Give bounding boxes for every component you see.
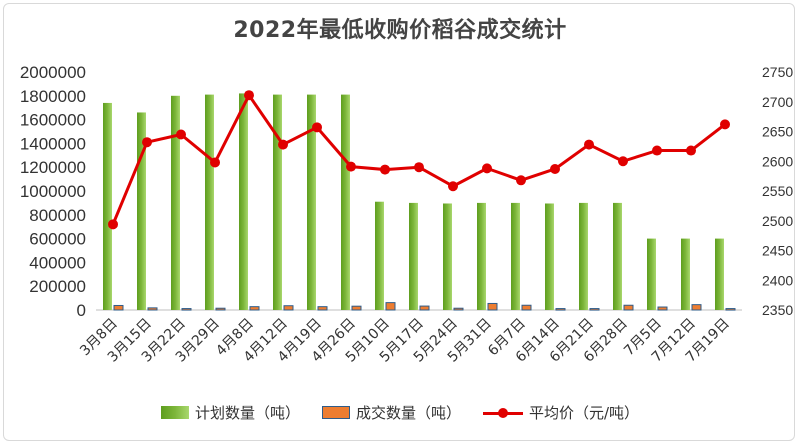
y-left-tick-label: 200000 — [29, 277, 86, 296]
bar-deal — [283, 305, 294, 311]
bar-plan — [579, 202, 588, 310]
legend-item-price: 平均价（元/吨） — [482, 402, 640, 423]
y-left-tick-label: 1400000 — [20, 134, 86, 153]
bar-deal — [691, 304, 702, 311]
price-point — [618, 156, 628, 167]
y-left-tick-label: 2000000 — [20, 63, 86, 82]
y-left-tick-label: 1200000 — [20, 158, 86, 177]
price-point — [346, 161, 356, 172]
bar-plan — [715, 238, 724, 310]
price-point — [584, 139, 594, 150]
y-left-tick-label: 1600000 — [20, 111, 86, 130]
bar-plan — [511, 202, 520, 310]
y-right-tick-label: 2400 — [762, 272, 793, 288]
price-point — [414, 162, 424, 173]
bar-deal — [385, 302, 396, 311]
y-left-tick-label: 400000 — [29, 253, 86, 272]
price-point — [312, 122, 322, 133]
legend-swatch-deal — [321, 406, 350, 419]
bar-plan — [375, 201, 384, 310]
line-series — [108, 90, 730, 230]
y-right-tick-label: 2700 — [762, 94, 793, 110]
y-left-tick-label: 600000 — [29, 230, 86, 249]
bar-deal — [215, 307, 226, 311]
legend-label-price: 平均价（元/吨） — [528, 404, 640, 422]
bar-plan — [409, 202, 418, 310]
price-point — [448, 181, 458, 192]
bar-plan — [307, 94, 316, 310]
left-axis: 0 200000 400000 600000 800000 1000000 1200000 1… — [20, 63, 86, 320]
price-line — [111, 93, 726, 225]
price-point — [244, 90, 254, 101]
bar-plan — [273, 94, 282, 310]
bar-plan — [103, 102, 112, 310]
bar-plan — [137, 112, 146, 311]
bar-series — [103, 93, 736, 311]
legend-item-plan: 计划数量（吨） — [160, 402, 300, 423]
bar-deal — [657, 306, 668, 311]
bar-plan — [477, 202, 486, 310]
bar-deal — [555, 308, 566, 311]
legend-swatch-plan — [160, 406, 189, 419]
price-point — [652, 145, 662, 156]
bar-deal — [521, 304, 532, 311]
y-left-tick-label: 1800000 — [20, 87, 86, 106]
y-left-tick-label: 800000 — [29, 206, 86, 225]
price-point — [278, 139, 288, 150]
price-point — [176, 129, 186, 140]
bar-deal — [419, 305, 430, 311]
bar-deal — [147, 307, 158, 311]
bar-plan — [545, 203, 554, 310]
bar-plan — [443, 203, 452, 310]
y-right-tick-label: 2450 — [762, 243, 793, 259]
price-point — [108, 219, 118, 230]
bar-plan — [613, 202, 622, 310]
legend-label-plan: 计划数量（吨） — [194, 404, 300, 422]
y-left-tick-label: 1000000 — [20, 182, 86, 201]
bar-plan — [171, 95, 180, 310]
bar-plan — [239, 93, 248, 310]
right-axis: 2350 2400 2450 2500 2550 2600 2650 2700 2750 — [762, 64, 793, 318]
bar-deal — [725, 308, 736, 311]
price-point — [720, 119, 730, 130]
y-right-tick-label: 2500 — [762, 213, 793, 229]
y-right-tick-label: 2600 — [762, 153, 793, 169]
bar-deal — [351, 305, 362, 311]
price-point — [516, 175, 526, 186]
price-point — [550, 163, 560, 174]
y-right-tick-label: 2350 — [762, 302, 793, 318]
chart-title: 2022年最低收购价稻谷成交统计 — [233, 18, 567, 43]
bar-plan — [341, 94, 350, 310]
price-point — [482, 163, 492, 174]
bar-plan — [647, 238, 656, 310]
bar-deal — [249, 306, 260, 311]
bar-deal — [453, 307, 464, 311]
bar-deal — [113, 304, 124, 311]
bar-deal — [487, 302, 498, 311]
x-axis: 3月8日3月15日3月22日3月29日4月8日4月12日4月19日4月26日5月… — [77, 316, 733, 366]
y-right-tick-label: 2750 — [762, 64, 793, 80]
legend-swatch-price — [482, 406, 523, 420]
bar-deal — [623, 304, 634, 311]
price-point — [380, 164, 390, 175]
y-left-tick-label: 0 — [77, 301, 86, 320]
y-right-tick-label: 2550 — [762, 183, 793, 199]
bar-deal — [317, 306, 328, 311]
legend-item-deal: 成交数量（吨） — [321, 402, 461, 423]
price-point — [210, 157, 220, 168]
legend-label-deal: 成交数量（吨） — [355, 404, 461, 422]
legend: 计划数量（吨） 成交数量（吨） 平均价（元/吨） — [0, 402, 800, 423]
price-point — [686, 145, 696, 156]
price-point — [142, 137, 152, 148]
chart-frame — [3, 3, 795, 441]
y-right-tick-label: 2650 — [762, 124, 793, 140]
bar-plan — [205, 94, 214, 310]
bar-deal — [181, 308, 192, 311]
bar-deal — [589, 308, 600, 311]
bar-plan — [681, 238, 690, 310]
